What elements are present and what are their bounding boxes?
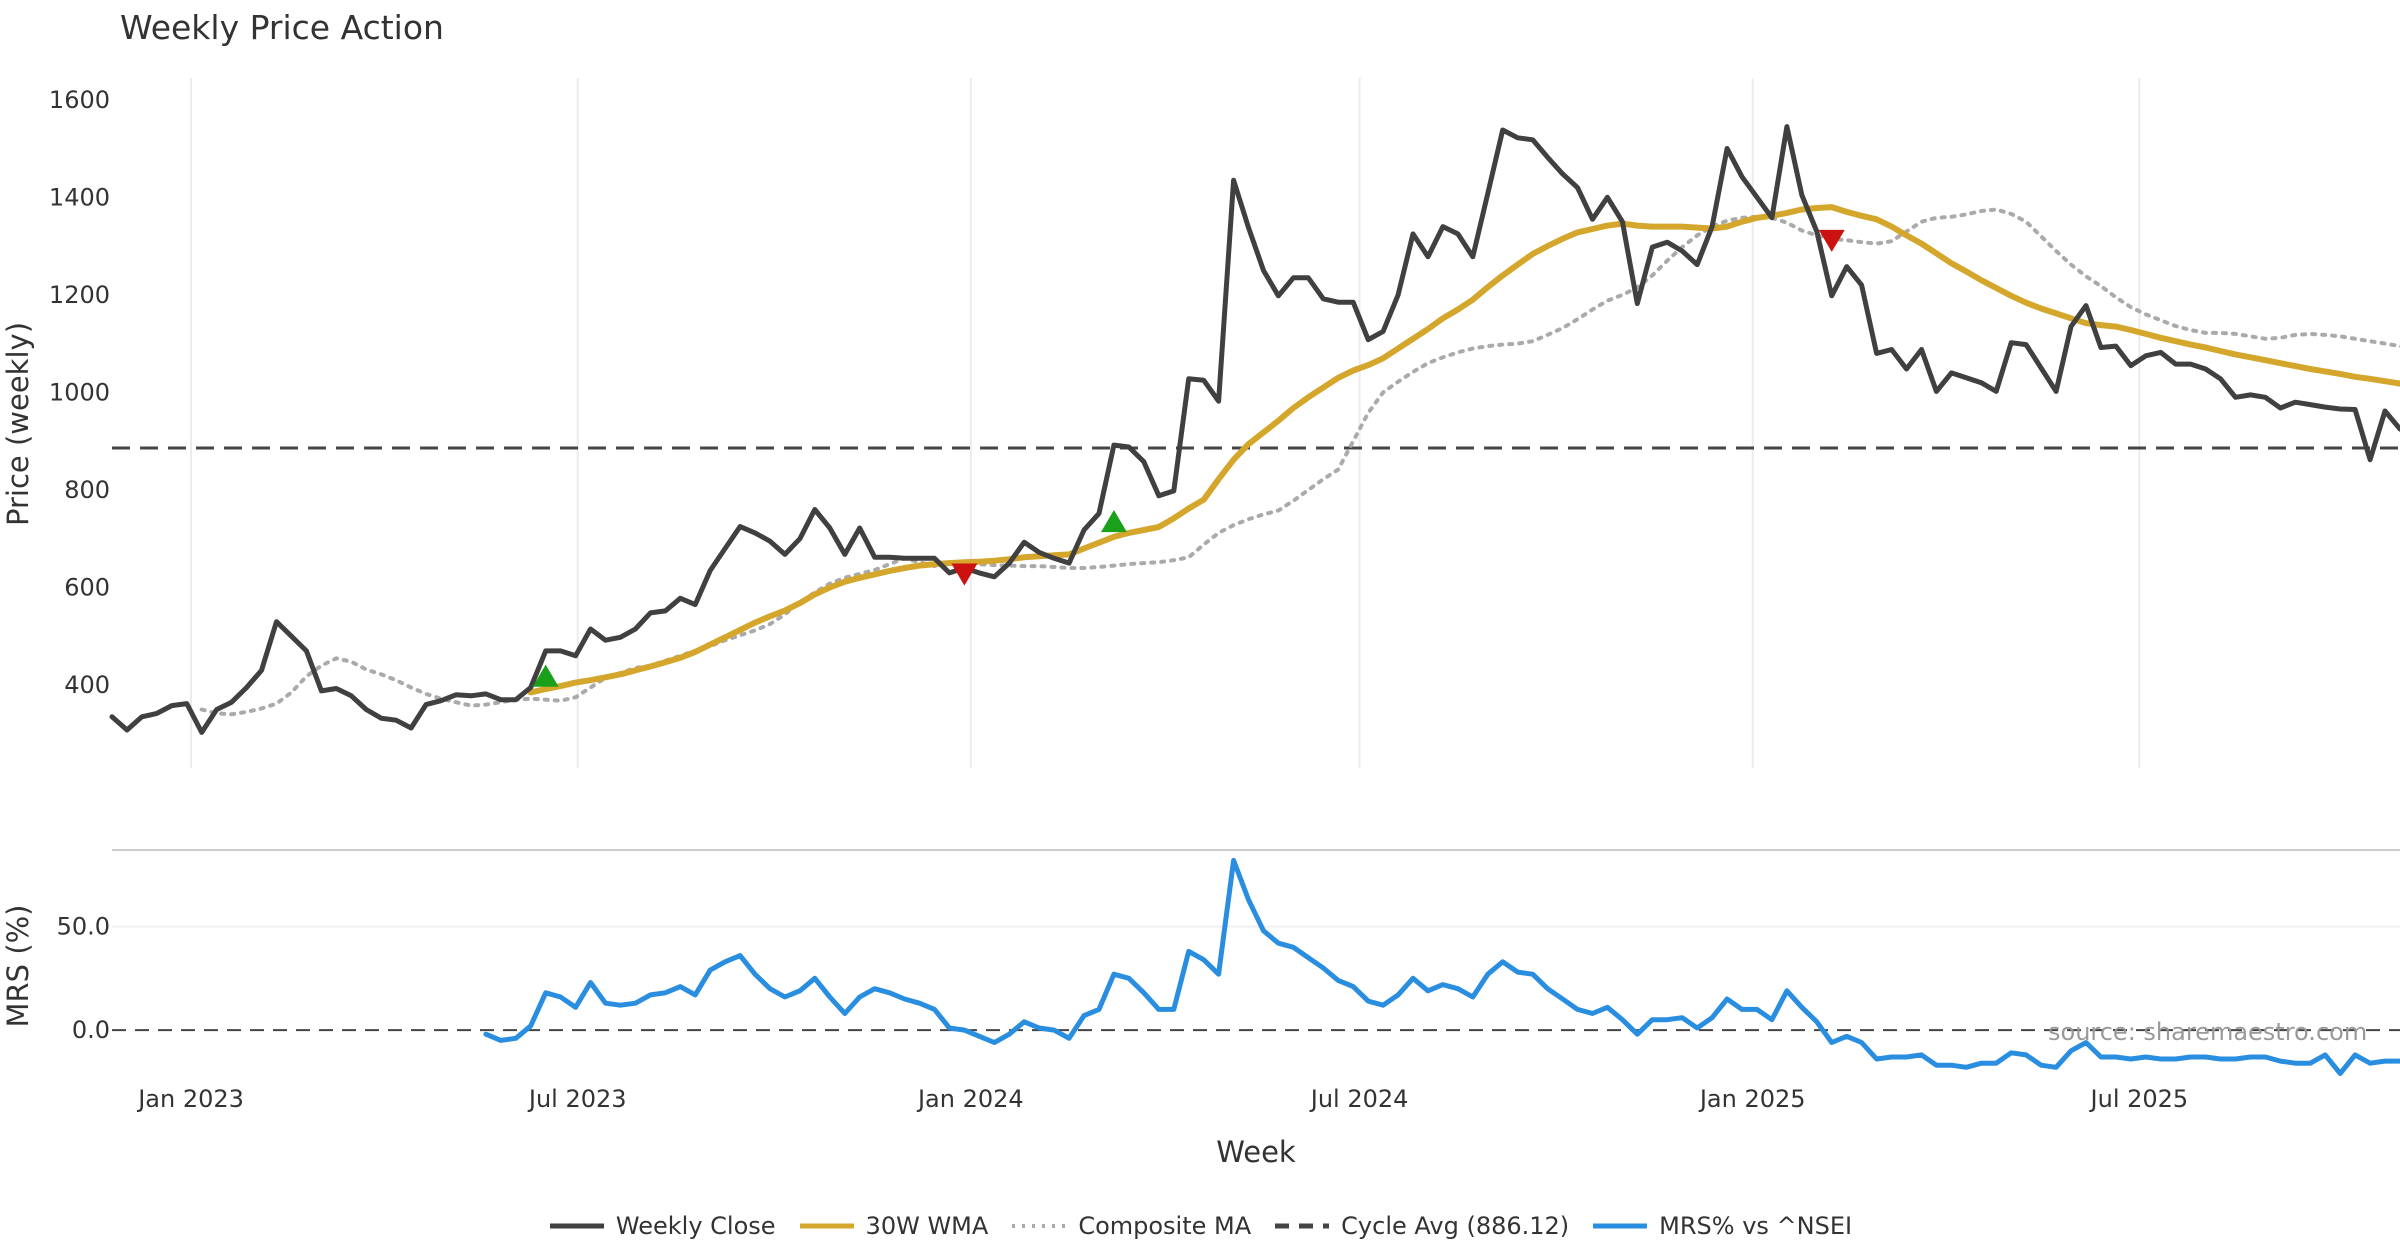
legend-swatch [799, 1223, 854, 1229]
watermark: source: sharemaestro.com [2048, 1018, 2368, 1046]
x-tick-label: Jul 2023 [527, 1085, 627, 1113]
buy-signal-marker [532, 664, 559, 687]
legend-label: 30W WMA [865, 1212, 989, 1240]
y-tick-label: 1000 [49, 378, 110, 406]
composite-ma-line [199, 207, 2400, 717]
y-tick-label: 1400 [49, 183, 110, 211]
sell-signal-marker [951, 563, 978, 586]
sell-signal-marker [1818, 229, 1845, 252]
legend-swatch [1593, 1223, 1648, 1229]
x-tick-label: Jan 2023 [136, 1085, 244, 1113]
y-tick-label: 1600 [49, 86, 110, 114]
legend-label: Cycle Avg (886.12) [1341, 1212, 1570, 1240]
x-tick-label: Jan 2024 [916, 1085, 1024, 1113]
legend-item: Weekly Close [548, 1212, 776, 1240]
legend-swatch [549, 1223, 604, 1229]
mrs-line [483, 857, 2400, 1076]
y-tick-label: 600 [64, 574, 110, 602]
legend: Weekly Close 30W WMA Composite MA Cycle Avg… [0, 1212, 2400, 1240]
legend-label: MRS% vs ^NSEI [1659, 1212, 1853, 1240]
x-tick-label: Jan 2025 [1698, 1085, 1806, 1113]
legend-item: MRS% vs ^NSEI [1591, 1212, 1852, 1240]
x-axis-title: Week [1216, 1135, 1296, 1169]
series-layer [109, 124, 2400, 1076]
y-tick-label: 400 [64, 671, 110, 699]
legend-label: Weekly Close [615, 1212, 776, 1240]
legend-label: Composite MA [1078, 1212, 1252, 1240]
grid-layer [112, 78, 2400, 928]
x-tick-label: Jul 2025 [2089, 1085, 2189, 1113]
y-axis-title: Price (weekly) [1, 322, 35, 526]
weekly-close-line [109, 124, 2400, 735]
marker-layer [532, 229, 1845, 687]
legend-swatch [1275, 1223, 1330, 1229]
mrs-y-tick-label: 0.0 [72, 1016, 110, 1044]
x-tick-label: Jul 2024 [1309, 1085, 1409, 1113]
legend-item: 30W WMA [798, 1212, 989, 1240]
wma-30w-line [527, 204, 2400, 696]
y-tick-label: 1200 [49, 281, 110, 309]
chart-title: Weekly Price Action [120, 8, 444, 47]
buy-signal-marker [1100, 509, 1127, 533]
y-tick-label: 800 [64, 476, 110, 504]
axis-layer: Jan 2023 Jul 2023 Jan 2024 Jul 2024 Jan 2025… [1, 86, 2400, 1169]
legend-item: Composite MA [1010, 1212, 1251, 1240]
legend-swatch [1012, 1224, 1067, 1228]
mrs-y-tick-label: 50.0 [57, 913, 110, 941]
mrs-y-axis-title: MRS (%) [1, 905, 35, 1028]
legend-item: Cycle Avg (886.12) [1273, 1212, 1569, 1240]
